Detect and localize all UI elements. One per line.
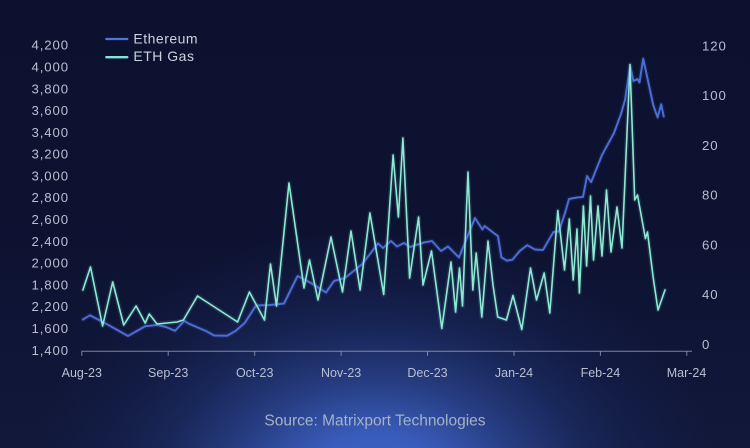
svg-text:1,400: 1,400 [31, 343, 69, 358]
svg-text:ETH Gas: ETH Gas [133, 48, 194, 64]
svg-text:3,200: 3,200 [31, 147, 69, 162]
svg-text:4,200: 4,200 [31, 38, 69, 53]
svg-text:80: 80 [702, 188, 718, 203]
svg-text:2,000: 2,000 [31, 256, 69, 271]
svg-text:1,600: 1,600 [31, 321, 69, 336]
svg-text:Feb-24: Feb-24 [581, 366, 621, 380]
svg-text:Sep-23: Sep-23 [148, 366, 188, 380]
svg-text:Dec-23: Dec-23 [407, 366, 447, 380]
svg-text:Mar-24: Mar-24 [667, 366, 707, 380]
svg-text:3,400: 3,400 [31, 125, 69, 140]
svg-text:Oct-23: Oct-23 [236, 366, 274, 380]
svg-text:Source: Matrixport Technologie: Source: Matrixport Technologies [264, 412, 485, 429]
svg-text:4,000: 4,000 [31, 60, 69, 75]
svg-text:2,400: 2,400 [31, 234, 69, 249]
svg-text:Jan-24: Jan-24 [495, 366, 533, 380]
svg-text:Ethereum: Ethereum [133, 30, 198, 46]
svg-text:Nov-23: Nov-23 [321, 366, 361, 380]
svg-text:40: 40 [702, 287, 718, 302]
svg-text:20: 20 [702, 138, 718, 153]
svg-text:2,800: 2,800 [31, 190, 69, 205]
svg-text:Aug-23: Aug-23 [62, 366, 102, 380]
svg-text:3,800: 3,800 [31, 81, 69, 96]
svg-text:2,200: 2,200 [31, 299, 69, 314]
svg-text:120: 120 [702, 39, 727, 54]
svg-text:0: 0 [702, 337, 710, 352]
svg-text:3,600: 3,600 [31, 103, 69, 118]
svg-text:2,600: 2,600 [31, 212, 69, 227]
svg-text:60: 60 [702, 237, 718, 252]
svg-text:3,000: 3,000 [31, 168, 69, 183]
svg-text:1,800: 1,800 [31, 277, 69, 292]
svg-text:100: 100 [702, 88, 727, 103]
